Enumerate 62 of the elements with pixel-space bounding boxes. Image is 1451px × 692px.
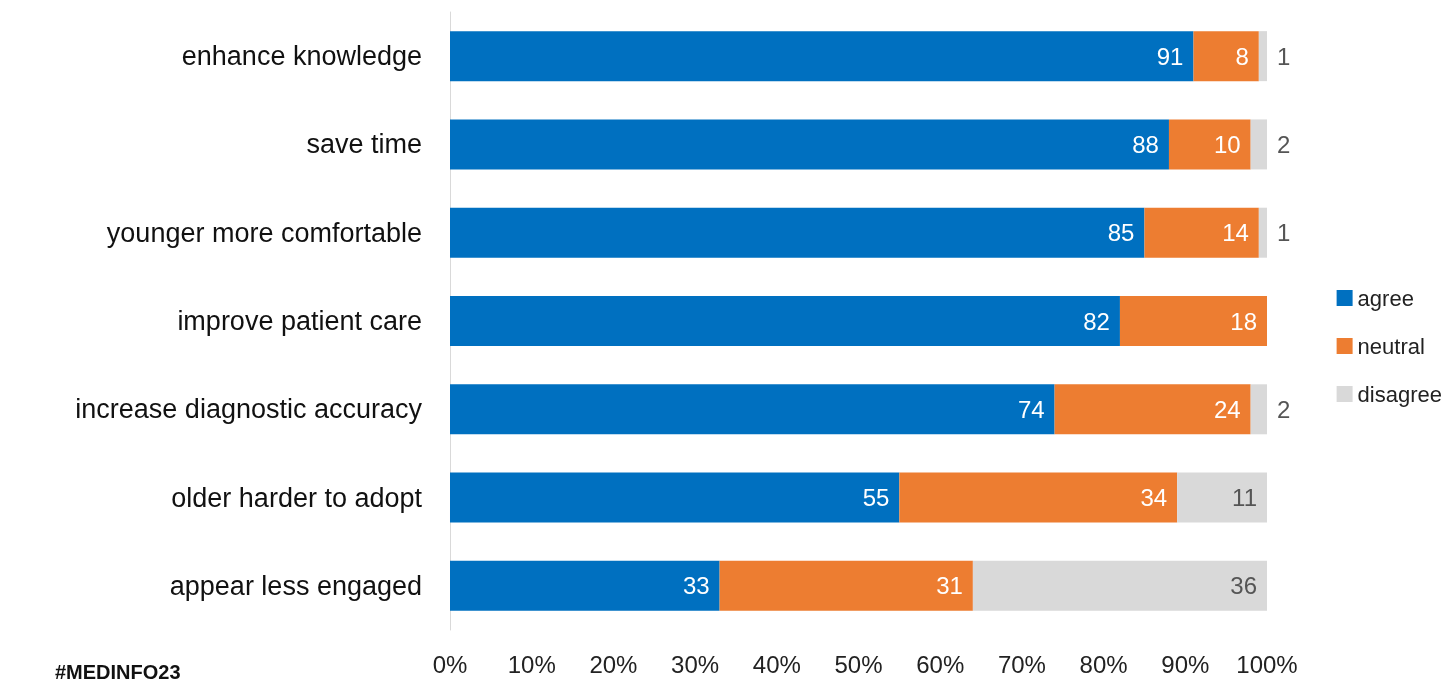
data-label: 88 — [1132, 130, 1159, 158]
x-tick-label: 100% — [1236, 650, 1298, 678]
x-tick-label: 10% — [507, 650, 556, 678]
bar — [1168, 119, 1251, 170]
data-label: 74 — [1017, 395, 1045, 423]
data-label: 18 — [1230, 307, 1257, 335]
bar — [972, 560, 1267, 611]
bar — [1177, 472, 1267, 523]
bar — [450, 384, 1055, 435]
bar — [1119, 296, 1267, 346]
data-label: 55 — [862, 484, 890, 512]
bar — [899, 472, 1178, 523]
x-tick-label: 90% — [1161, 650, 1210, 678]
data-label: 10 — [1213, 130, 1241, 158]
x-tick-label: 40% — [752, 650, 801, 678]
data-label: 34 — [1140, 484, 1168, 512]
data-label: 1 — [1277, 42, 1291, 70]
x-tick-label: 30% — [671, 650, 720, 678]
bar — [1144, 207, 1259, 258]
data-label: 85 — [1107, 219, 1135, 247]
x-tick-label: 0% — [432, 650, 468, 678]
y-tick-label: improve patient care — [177, 306, 422, 336]
bar — [719, 560, 973, 611]
y-tick-label: appear less engaged — [169, 570, 422, 601]
bar — [450, 207, 1145, 258]
x-tick-label: 20% — [589, 650, 638, 678]
data-label: 2 — [1277, 395, 1291, 423]
data-label: 91 — [1156, 42, 1184, 70]
y-tick-label: increase diagnostic accuracy — [75, 394, 423, 425]
bar — [1193, 31, 1259, 82]
bar — [1054, 384, 1251, 435]
x-tick-label: 50% — [834, 650, 883, 678]
data-label: 2 — [1277, 130, 1291, 158]
bar — [1250, 384, 1267, 435]
bar — [1258, 207, 1267, 258]
x-tick-label: 70% — [997, 650, 1046, 678]
bar — [450, 560, 720, 611]
data-label: 1 — [1277, 219, 1291, 247]
legend-label: agree — [1357, 285, 1414, 311]
y-tick-label: older harder to adopt — [171, 482, 423, 513]
bar — [450, 119, 1169, 170]
text: #MEDINFO23 — [55, 661, 181, 683]
bar — [450, 31, 1194, 82]
x-tick-label: 60% — [916, 650, 965, 678]
data-label: 14 — [1222, 219, 1249, 247]
data-label: 11 — [1232, 484, 1257, 512]
y-tick-label: younger more comfortable — [106, 217, 422, 248]
x-tick-label: 80% — [1079, 650, 1128, 678]
legend-label: disagree — [1357, 381, 1442, 407]
data-label: 82 — [1083, 307, 1110, 335]
legend-label: neutral — [1357, 333, 1425, 359]
bar — [450, 472, 900, 523]
data-label: 8 — [1235, 42, 1249, 70]
bar — [450, 296, 1120, 346]
y-tick-label: enhance knowledge — [181, 41, 422, 72]
data-label: 36 — [1230, 572, 1257, 600]
bar — [1258, 31, 1267, 82]
data-label: 24 — [1213, 395, 1241, 423]
data-label: 33 — [682, 572, 710, 600]
bar — [1250, 119, 1267, 170]
data-label: 31 — [936, 572, 963, 600]
y-tick-label: save time — [306, 129, 422, 160]
